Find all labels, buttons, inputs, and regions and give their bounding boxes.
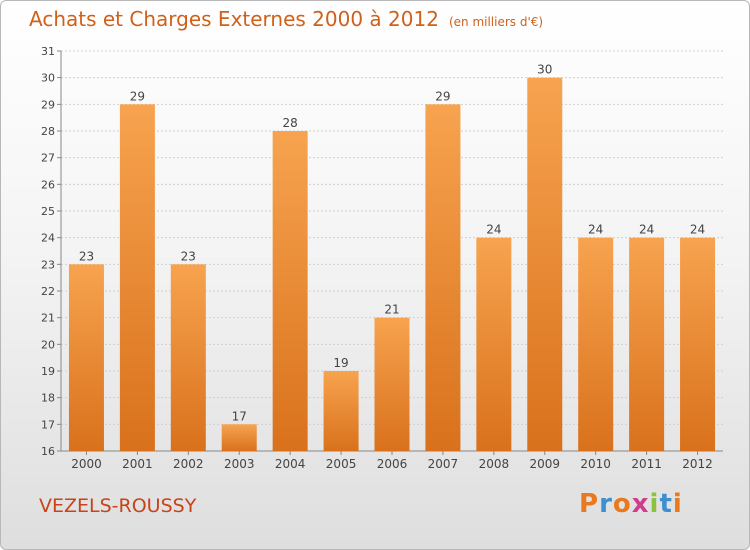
- x-tick-label-2004: 2004: [275, 457, 306, 471]
- y-tick-label: 20: [41, 338, 55, 351]
- y-tick-label: 24: [41, 232, 55, 245]
- y-tick-label: 23: [41, 258, 55, 271]
- y-tick-label: 19: [41, 365, 55, 378]
- value-label-2008: 24: [486, 223, 501, 237]
- bar-2001: [119, 104, 155, 451]
- x-tick-label-2007: 2007: [428, 457, 459, 471]
- value-label-2012: 24: [690, 223, 705, 237]
- chart-title-text: Achats et Charges Externes 2000 à 2012: [29, 7, 439, 31]
- x-tick-label-2012: 2012: [682, 457, 713, 471]
- bars-layer: [68, 77, 716, 452]
- logo-letter: i: [649, 489, 660, 519]
- bar-2004: [272, 131, 308, 451]
- bar-2007: [425, 104, 461, 451]
- labels-layer: 16 17 18 19 20 21 22 23 24 25 26 27 28 29 30 31 23 2000 29…: [41, 45, 713, 471]
- chart-title: Achats et Charges Externes 2000 à 2012 (e…: [29, 7, 543, 31]
- bar-2008: [476, 237, 512, 451]
- logo-letter: t: [659, 489, 673, 519]
- x-tick-label-2008: 2008: [479, 457, 510, 471]
- bar-2009: [527, 77, 563, 452]
- x-tick-label-2003: 2003: [224, 457, 255, 471]
- x-tick-label-2009: 2009: [529, 457, 560, 471]
- y-tick-label: 17: [41, 418, 55, 431]
- x-tick-label-2006: 2006: [377, 457, 408, 471]
- y-tick-label: 26: [41, 178, 55, 191]
- bar-2005: [323, 371, 359, 451]
- chart-subtitle: (en milliers d'€): [448, 15, 544, 29]
- logo-letter: o: [612, 489, 632, 519]
- value-label-2002: 23: [181, 249, 196, 263]
- value-label-2007: 29: [435, 89, 450, 103]
- bar-2006: [374, 317, 410, 451]
- logo-letter: P: [579, 489, 600, 519]
- y-tick-label: 21: [41, 312, 55, 325]
- bar-2010: [578, 237, 614, 451]
- value-label-2001: 29: [130, 89, 145, 103]
- y-tick-label: 22: [41, 285, 55, 298]
- value-label-2010: 24: [588, 223, 603, 237]
- y-tick-label: 27: [41, 152, 55, 165]
- bar-2000: [68, 264, 104, 451]
- x-tick-label-2011: 2011: [631, 457, 662, 471]
- bar-2012: [680, 237, 716, 451]
- y-tick-label: 31: [41, 45, 55, 58]
- y-tick-label: 18: [41, 392, 55, 405]
- bar-2003: [221, 424, 257, 451]
- value-label-2003: 17: [232, 409, 247, 423]
- logo-letter: r: [599, 489, 613, 519]
- x-tick-label-2010: 2010: [580, 457, 611, 471]
- proxiti-logo: Proxiti: [579, 489, 683, 519]
- logo-letter: x: [631, 489, 650, 519]
- y-tick-label: 16: [41, 445, 55, 458]
- bar-2011: [629, 237, 665, 451]
- value-label-2011: 24: [639, 223, 654, 237]
- x-tick-label-2000: 2000: [71, 457, 102, 471]
- bar-2002: [170, 264, 206, 451]
- value-label-2004: 28: [283, 116, 298, 130]
- y-tick-label: 30: [41, 72, 55, 85]
- y-tick-label: 29: [41, 98, 55, 111]
- x-tick-label-2001: 2001: [122, 457, 153, 471]
- value-label-2006: 21: [384, 303, 399, 317]
- value-label-2005: 19: [333, 356, 348, 370]
- y-tick-label: 25: [41, 205, 55, 218]
- commune-name: VEZELS-ROUSSY: [39, 495, 197, 517]
- x-tick-label-2005: 2005: [326, 457, 357, 471]
- y-tick-label: 28: [41, 125, 55, 138]
- value-label-2000: 23: [79, 249, 94, 263]
- x-tick-label-2002: 2002: [173, 457, 204, 471]
- value-label-2009: 30: [537, 63, 552, 77]
- logo-letter: i: [672, 489, 683, 519]
